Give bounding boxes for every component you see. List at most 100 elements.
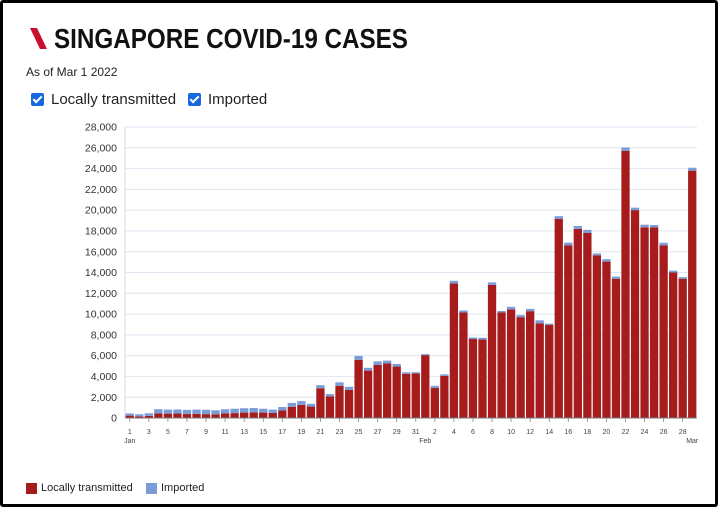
bar-imported-2022-01-30 bbox=[402, 372, 411, 374]
x-tick-label: 1 bbox=[128, 429, 132, 436]
x-tick-label: 26 bbox=[660, 429, 668, 436]
bar-imported-2022-02-04 bbox=[449, 280, 459, 284]
y-tick-label: 4,000 bbox=[91, 371, 117, 383]
bar-imported-2022-02-17 bbox=[573, 225, 582, 229]
x-tick-label: 7 bbox=[185, 429, 189, 436]
bar-imported-2022-01-01 bbox=[125, 413, 134, 416]
y-tick-label: 28,000 bbox=[85, 122, 117, 134]
bar-imported-2022-02-10 bbox=[506, 306, 516, 310]
bar-imported-2022-02-27 bbox=[669, 270, 678, 273]
x-tick-label: 29 bbox=[393, 429, 401, 436]
bar-imported-2022-01-27 bbox=[373, 361, 382, 365]
x-tick-label: 25 bbox=[355, 429, 363, 436]
bar-locally-transmitted-2022-01-03 bbox=[144, 415, 153, 418]
bar-imported-2022-01-08 bbox=[192, 409, 201, 414]
bar-locally-transmitted-2022-02-04 bbox=[449, 283, 459, 418]
legend-label: Locally transmitted bbox=[41, 482, 133, 494]
x-month-label: Mar bbox=[686, 438, 699, 445]
legend-item-imported: Imported bbox=[146, 483, 204, 494]
bar-locally-transmitted-2022-02-08 bbox=[487, 284, 497, 418]
bar-imported-2022-02-01 bbox=[421, 354, 430, 356]
x-tick-label: 18 bbox=[583, 429, 591, 436]
bar-locally-transmitted-2022-02-13 bbox=[535, 323, 544, 418]
covid-cases-chart: 0 2,000 4,000 6,000 8,000 10,000 12,000 14,000 1… bbox=[85, 122, 699, 445]
y-tick-label: 12,000 bbox=[85, 288, 117, 300]
x-tick-label: 6 bbox=[471, 429, 475, 436]
bar-imported-2022-02-11 bbox=[516, 315, 525, 318]
bar-locally-transmitted-2022-01-27 bbox=[373, 364, 382, 418]
filter-locally-transmitted[interactable]: Locally transmitted bbox=[31, 92, 176, 107]
bar-imported-2022-02-25 bbox=[649, 225, 659, 228]
bar-imported-2022-01-22 bbox=[325, 394, 335, 397]
y-tick-label: 14,000 bbox=[85, 267, 117, 279]
bar-locally-transmitted-2022-02-21 bbox=[611, 278, 621, 418]
bar-locally-transmitted-2022-02-02 bbox=[430, 387, 439, 418]
bar-locally-transmitted-2022-01-28 bbox=[383, 363, 392, 418]
imported-checkbox[interactable] bbox=[188, 93, 201, 106]
bar-locally-transmitted-2022-01-24 bbox=[344, 389, 354, 418]
filter-label: Imported bbox=[208, 91, 268, 108]
locally-transmitted-checkbox[interactable] bbox=[31, 93, 44, 106]
bar-locally-transmitted-2022-01-02 bbox=[135, 416, 144, 418]
bar-imported-2022-01-16 bbox=[268, 409, 277, 414]
bar-imported-2022-02-28 bbox=[678, 277, 687, 279]
x-tick-label: 24 bbox=[641, 429, 649, 436]
bar-locally-transmitted-2022-01-19 bbox=[297, 404, 306, 418]
bar-imported-2022-01-15 bbox=[259, 408, 268, 413]
y-tick-label: 20,000 bbox=[85, 205, 117, 217]
bar-locally-transmitted-2022-02-25 bbox=[649, 227, 659, 418]
x-tick-label: 17 bbox=[278, 429, 286, 436]
bar-locally-transmitted-2022-01-15 bbox=[259, 412, 268, 418]
bar-locally-transmitted-2022-01-01 bbox=[125, 415, 134, 418]
x-tick-label: 3 bbox=[147, 429, 151, 436]
x-axis-labels: 1 3 5 7 9 11 13 15 17 19 21 23 25 27 29 31 2 4 6 8 10 12 14 16 1… bbox=[124, 418, 699, 445]
bar-imported-2022-01-06 bbox=[173, 409, 182, 414]
bar-locally-transmitted-2022-02-19 bbox=[592, 255, 602, 418]
bar-locally-transmitted-2022-01-29 bbox=[392, 366, 401, 418]
legend-swatch bbox=[26, 483, 37, 494]
bar-locally-transmitted-2022-02-10 bbox=[506, 309, 516, 418]
bar-imported-2022-02-20 bbox=[602, 259, 611, 262]
bar-locally-transmitted-2022-02-14 bbox=[545, 324, 554, 418]
x-tick-label: 31 bbox=[412, 429, 420, 436]
x-tick-label: 10 bbox=[507, 429, 515, 436]
bar-imported-2022-02-09 bbox=[497, 310, 506, 313]
legend-swatch bbox=[146, 483, 157, 494]
x-month-label: Feb bbox=[419, 438, 431, 445]
y-tick-label: 24,000 bbox=[85, 163, 117, 175]
bar-imported-2022-02-14 bbox=[545, 323, 554, 325]
bar-imported-2022-02-03 bbox=[440, 374, 449, 376]
legend-label: Imported bbox=[161, 482, 205, 494]
bar-locally-transmitted-2022-02-07 bbox=[478, 339, 487, 418]
y-axis-labels: 0 2,000 4,000 6,000 8,000 10,000 12,000 14,000 1… bbox=[85, 122, 117, 425]
bar-locally-transmitted-2022-02-22 bbox=[621, 150, 630, 418]
x-tick-label: 16 bbox=[564, 429, 572, 436]
bar-imported-2022-01-26 bbox=[363, 367, 373, 371]
bar-locally-transmitted-2022-01-08 bbox=[192, 413, 201, 418]
bar-locally-transmitted-2022-01-09 bbox=[201, 414, 211, 418]
bar-imported-2022-02-18 bbox=[583, 229, 592, 234]
x-tick-label: 5 bbox=[166, 429, 170, 436]
y-tick-label: 18,000 bbox=[85, 226, 117, 238]
y-tick-label: 6,000 bbox=[91, 350, 117, 362]
bar-locally-transmitted-2022-01-16 bbox=[268, 413, 277, 418]
bar-locally-transmitted-2022-01-13 bbox=[240, 412, 249, 418]
x-tick-label: 27 bbox=[374, 429, 382, 436]
page-title: SINGAPORE COVID-19 CASES bbox=[54, 23, 408, 54]
bar-imported-2022-02-24 bbox=[640, 224, 649, 228]
bar-imported-2022-01-13 bbox=[240, 408, 249, 413]
filter-imported[interactable]: Imported bbox=[188, 92, 267, 107]
bar-locally-transmitted-2022-02-15 bbox=[554, 218, 563, 418]
bar-locally-transmitted-2022-01-10 bbox=[211, 414, 220, 418]
bar-locally-transmitted-2022-01-18 bbox=[287, 406, 296, 418]
bar-imported-2022-02-19 bbox=[592, 253, 602, 256]
bar-locally-transmitted-2022-02-24 bbox=[640, 227, 649, 418]
bar-imported-2022-02-06 bbox=[468, 337, 478, 340]
bar-imported-2022-01-10 bbox=[211, 410, 220, 415]
as-of-date: As of Mar 1 2022 bbox=[26, 65, 118, 79]
bar-imported-2022-01-19 bbox=[297, 401, 306, 405]
bar-imported-2022-03-01 bbox=[688, 167, 697, 171]
bar-imported-2022-02-02 bbox=[430, 385, 439, 388]
x-tick-label: 4 bbox=[452, 429, 456, 436]
y-tick-label: 10,000 bbox=[85, 309, 117, 321]
